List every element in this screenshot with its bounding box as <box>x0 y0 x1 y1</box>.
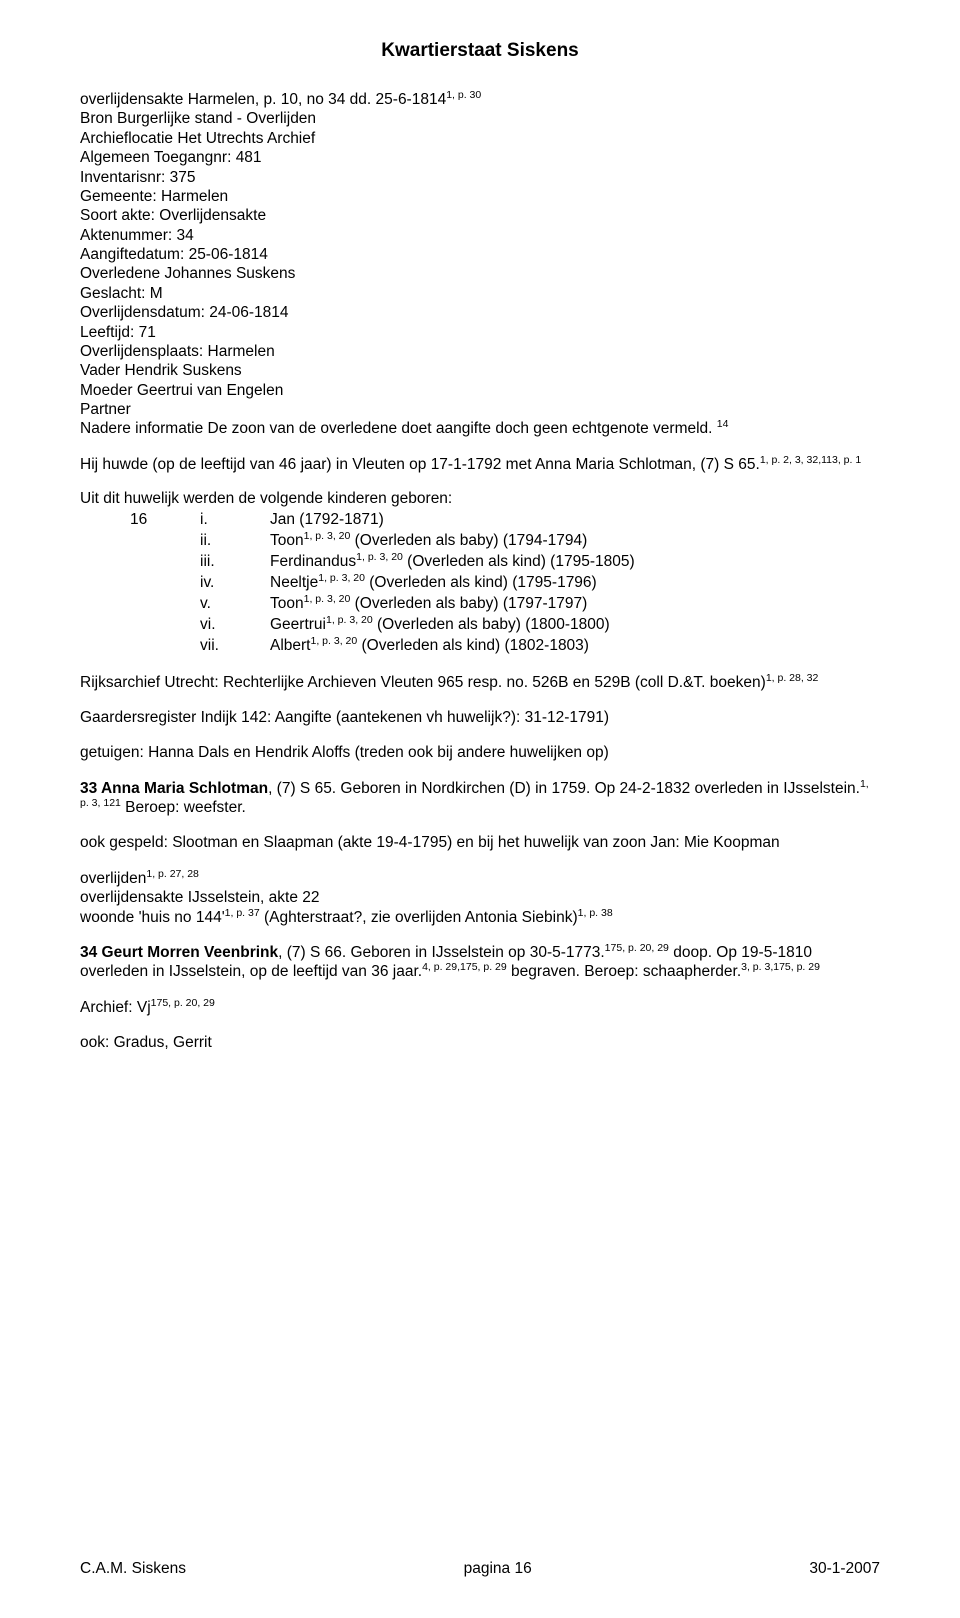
ref-sup: 175, p. 20, 29 <box>605 942 669 954</box>
footer-author: C.A.M. Siskens <box>80 1560 186 1578</box>
child-name: Ferdinandus1, p. 3, 20 (Overleden als ki… <box>270 552 880 573</box>
source-line: Overlijdensplaats: Harmelen <box>80 343 275 360</box>
source-line: Aangiftedatum: 25-06-1814 <box>80 246 268 263</box>
overlijden-line2: overlijdensakte IJsselstein, akte 22 <box>80 889 320 906</box>
ref-sup: 14 <box>717 418 729 430</box>
source-line: Partner <box>80 401 131 418</box>
child-row: ii.Toon1, p. 3, 20 (Overleden als baby) … <box>80 531 880 552</box>
child-roman: vi. <box>200 615 270 636</box>
marriage-para: Hij huwde (op de leeftijd van 46 jaar) i… <box>80 455 880 474</box>
rijksarchief-para: Rijksarchief Utrecht: Rechterlijke Archi… <box>80 673 880 692</box>
person-34-text-c: begraven. Beroep: schaapherder. <box>507 963 741 980</box>
ref-sup: 1, p. 3, 20 <box>311 635 358 647</box>
ref-sup: 1, p. 38 <box>578 906 613 918</box>
gaarders-para: Gaardersregister Indijk 142: Aangifte (a… <box>80 708 880 727</box>
archief-para: Archief: Vj175, p. 20, 29 <box>80 998 880 1017</box>
source-line: Leeftijd: 71 <box>80 324 156 341</box>
child-name: Geertrui1, p. 3, 20 (Overleden als baby)… <box>270 615 880 636</box>
ref-sup: 1, p. 3, 20 <box>304 530 351 542</box>
child-name: Jan (1792-1871) <box>270 510 880 531</box>
child-roman: iv. <box>200 573 270 594</box>
person-33-name: 33 Anna Maria Schlotman <box>80 780 268 797</box>
ref-sup: 1, p. 3, 20 <box>318 572 365 584</box>
child-row: iii.Ferdinandus1, p. 3, 20 (Overleden al… <box>80 552 880 573</box>
child-name: Albert1, p. 3, 20 (Overleden als kind) (… <box>270 636 880 657</box>
child-number <box>80 615 200 636</box>
source-line: Overlijdensdatum: 24-06-1814 <box>80 304 289 321</box>
page-title: Kwartierstaat Siskens <box>80 40 880 62</box>
child-number <box>80 573 200 594</box>
footer-page: pagina 16 <box>464 1560 532 1578</box>
child-roman: v. <box>200 594 270 615</box>
child-roman: iii. <box>200 552 270 573</box>
child-name: Neeltje1, p. 3, 20 (Overleden als kind) … <box>270 573 880 594</box>
page-footer: C.A.M. Siskens pagina 16 30-1-2007 <box>80 1560 880 1578</box>
ref-sup: 1, p. 37 <box>225 906 260 918</box>
ref-sup: 1, p. 27, 28 <box>146 868 199 880</box>
source-line: Bron Burgerlijke stand - Overlijden <box>80 110 316 127</box>
ref-sup: 1, p. 3, 20 <box>304 593 351 605</box>
source-line: Soort akte: Overlijdensakte <box>80 207 266 224</box>
child-roman: vii. <box>200 636 270 657</box>
person-33-text-b: Beroep: weefster. <box>121 799 246 816</box>
overlijden-line3-a: woonde 'huis no 144' <box>80 909 225 926</box>
ook-slootman-para: ook gespeld: Slootman en Slaapman (akte … <box>80 833 880 852</box>
children-list: Uit dit huwelijk werden de volgende kind… <box>80 490 880 656</box>
source-line: Vader Hendrik Suskens <box>80 362 242 379</box>
children-intro: Uit dit huwelijk werden de volgende kind… <box>80 490 880 508</box>
ref-sup: 1, p. 2, 3, 32,113, p. 1 <box>760 454 861 466</box>
archief-text: Archief: Vj <box>80 999 151 1016</box>
ref-sup: 3, p. 3,175, p. 29 <box>741 961 820 973</box>
child-name: Toon1, p. 3, 20 (Overleden als baby) (17… <box>270 594 880 615</box>
child-row: vi.Geertrui1, p. 3, 20 (Overleden als ba… <box>80 615 880 636</box>
source-line: Archieflocatie Het Utrechts Archief <box>80 130 315 147</box>
person-34-para: 34 Geurt Morren Veenbrink, (7) S 66. Geb… <box>80 943 880 982</box>
document-page: Kwartierstaat Siskens overlijdensakte Ha… <box>0 0 960 1618</box>
child-number <box>80 594 200 615</box>
marriage-text: Hij huwde (op de leeftijd van 46 jaar) i… <box>80 456 760 473</box>
overlijden-line3-b: (Aghterstraat?, zie overlijden Antonia S… <box>260 909 578 926</box>
child-row: iv.Neeltje1, p. 3, 20 (Overleden als kin… <box>80 573 880 594</box>
child-name: Toon1, p. 3, 20 (Overleden als baby) (17… <box>270 531 880 552</box>
ref-sup: 1, p. 30 <box>446 89 481 101</box>
child-roman: ii. <box>200 531 270 552</box>
child-number: 16 <box>80 510 200 531</box>
footer-date: 30-1-2007 <box>809 1560 880 1578</box>
person-34-text-a: , (7) S 66. Geboren in IJsselstein op 30… <box>278 944 605 961</box>
source-line: Overledene Johannes Suskens <box>80 265 295 282</box>
source-line: Moeder Geertrui van Engelen <box>80 382 283 399</box>
source-line: Nadere informatie De zoon van de overled… <box>80 420 717 437</box>
child-row: v.Toon1, p. 3, 20 (Overleden als baby) (… <box>80 594 880 615</box>
overlijden-line1-a: overlijden <box>80 870 146 887</box>
rijksarchief-text: Rijksarchief Utrecht: Rechterlijke Archi… <box>80 674 766 691</box>
person-34-name: 34 Geurt Morren Veenbrink <box>80 944 278 961</box>
child-roman: i. <box>200 510 270 531</box>
child-number <box>80 531 200 552</box>
ook-gradus-para: ook: Gradus, Gerrit <box>80 1033 880 1052</box>
ref-sup: 175, p. 20, 29 <box>151 997 215 1009</box>
source-line: Algemeen Toegangnr: 481 <box>80 149 262 166</box>
child-number <box>80 552 200 573</box>
source-block: overlijdensakte Harmelen, p. 10, no 34 d… <box>80 90 880 439</box>
ref-sup: 1, p. 3, 20 <box>356 551 403 563</box>
overlijden-block: overlijden1, p. 27, 28 overlijdensakte I… <box>80 869 880 927</box>
source-line: Aktenummer: 34 <box>80 227 194 244</box>
ref-sup: 1, p. 3, 20 <box>326 614 373 626</box>
person-33-para: 33 Anna Maria Schlotman, (7) S 65. Gebor… <box>80 779 880 818</box>
child-number <box>80 636 200 657</box>
source-line: Geslacht: M <box>80 285 163 302</box>
overlijdensakte-line: overlijdensakte Harmelen, p. 10, no 34 d… <box>80 91 446 108</box>
getuigen-para: getuigen: Hanna Dals en Hendrik Aloffs (… <box>80 743 880 762</box>
ref-sup: 1, p. 28, 32 <box>766 671 819 683</box>
source-line: Gemeente: Harmelen <box>80 188 228 205</box>
person-33-text-a: , (7) S 65. Geboren in Nordkirchen (D) i… <box>268 780 860 797</box>
source-line: Inventarisnr: 375 <box>80 169 195 186</box>
ref-sup: 4, p. 29,175, p. 29 <box>422 961 507 973</box>
child-row: 16i.Jan (1792-1871) <box>80 510 880 531</box>
child-row: vii.Albert1, p. 3, 20 (Overleden als kin… <box>80 636 880 657</box>
